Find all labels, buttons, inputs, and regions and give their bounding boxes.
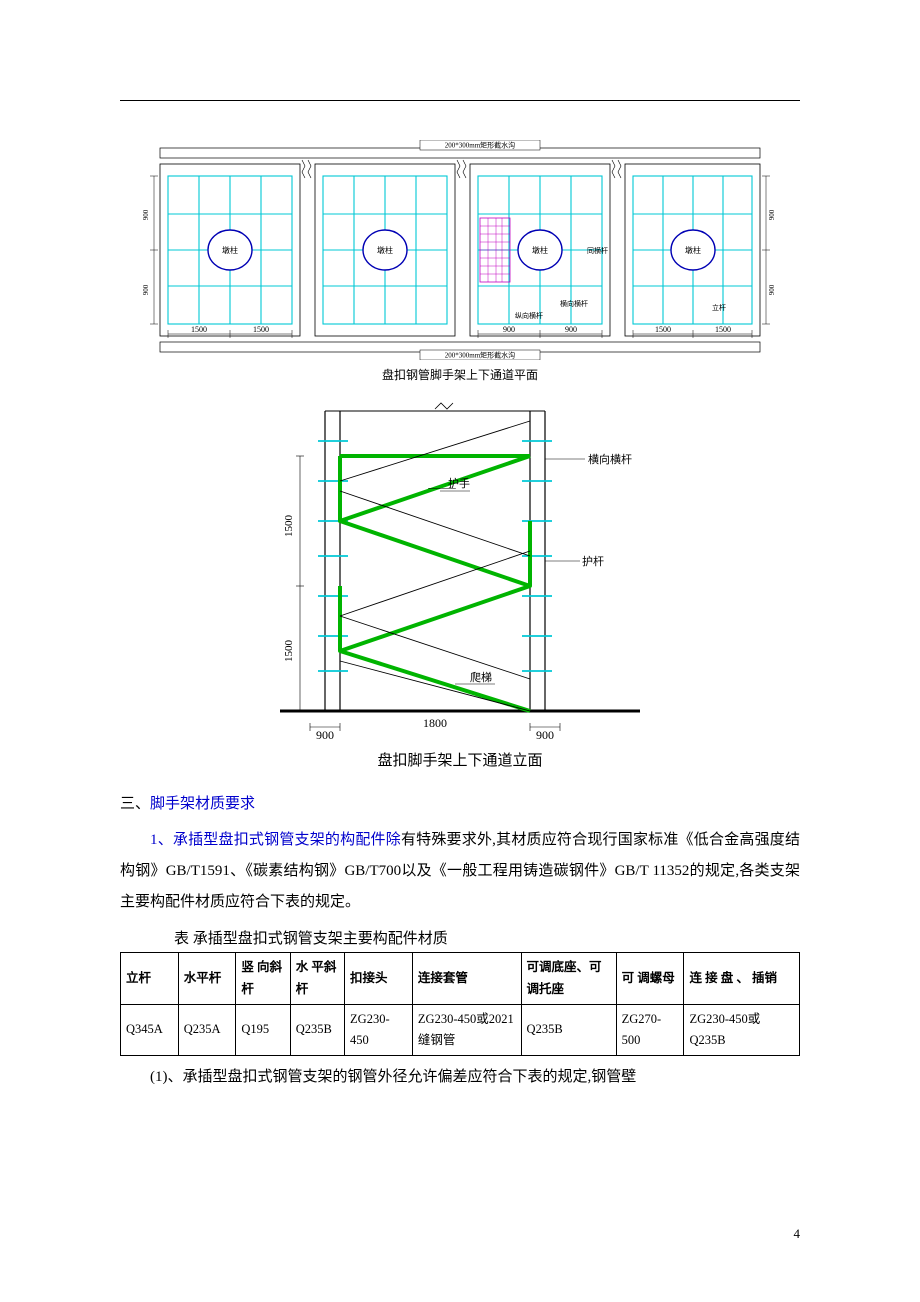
table-header-row: 立杆 水平杆 竖 向斜杆 水 平斜杆 扣接头 连接套管 可调底座、可调托座 可 … [121, 953, 800, 1005]
table-row: Q345A Q235A Q195 Q235B ZG230-450 ZG230-4… [121, 1004, 800, 1056]
page-number: 4 [794, 1226, 801, 1242]
th-2: 竖 向斜杆 [236, 953, 290, 1005]
svg-text:纵向横杆: 纵向横杆 [515, 311, 543, 320]
th-1: 水平杆 [178, 953, 236, 1005]
svg-text:1500: 1500 [715, 325, 731, 334]
svg-text:1500: 1500 [283, 515, 295, 538]
td-0-7: ZG270-500 [616, 1004, 684, 1056]
td-0-6: Q235B [521, 1004, 616, 1056]
td-0-1: Q235A [178, 1004, 236, 1056]
svg-text:爬梯: 爬梯 [470, 671, 492, 684]
paragraph-2: (1)、承插型盘扣式钢管支架的钢管外径允许偏差应符合下表的规定,钢管壁 [120, 1062, 800, 1093]
paragraph-1: 1、承插型盘扣式钢管支架的构配件除有特殊要求外,其材质应符合现行国家标准《低合金… [120, 825, 800, 917]
svg-text:同横杆: 同横杆 [587, 246, 608, 255]
td-0-2: Q195 [236, 1004, 290, 1056]
svg-text:横向横杆: 横向横杆 [560, 299, 588, 308]
th-7: 可 调螺母 [616, 953, 684, 1005]
svg-text:1500: 1500 [283, 640, 295, 663]
material-table: 立杆 水平杆 竖 向斜杆 水 平斜杆 扣接头 连接套管 可调底座、可调托座 可 … [120, 952, 800, 1056]
td-0-8: ZG230-450或Q235B [684, 1004, 800, 1056]
td-0-4: ZG230-450 [345, 1004, 413, 1056]
td-0-0: Q345A [121, 1004, 179, 1056]
section-title: 脚手架材质要求 [150, 796, 255, 812]
table-title: 表 承插型盘扣式钢管支架主要构配件材质 [174, 927, 800, 948]
section-heading: 三、脚手架材质要求 [120, 792, 800, 813]
svg-text:900: 900 [316, 728, 334, 741]
svg-text:900: 900 [536, 728, 554, 741]
svg-text:墩柱: 墩柱 [532, 245, 548, 255]
th-8: 连 接 盘 、 插销 [684, 953, 800, 1005]
svg-text:墩柱: 墩柱 [685, 245, 701, 255]
td-0-3: Q235B [290, 1004, 344, 1056]
th-6: 可调底座、可调托座 [521, 953, 616, 1005]
svg-text:护手: 护手 [448, 476, 470, 490]
th-3: 水 平斜杆 [290, 953, 344, 1005]
th-0: 立杆 [121, 953, 179, 1005]
svg-text:900: 900 [768, 284, 776, 295]
bottom-channel-label: 200*300mm矩形截水沟 [445, 351, 515, 360]
svg-text:墩柱: 墩柱 [377, 245, 393, 255]
td-0-5: ZG230-450或2021缝钢管 [412, 1004, 521, 1056]
svg-text:900: 900 [565, 325, 577, 334]
svg-text:1500: 1500 [191, 325, 207, 334]
top-rule [120, 100, 800, 101]
top-channel-label: 200*300mm矩形截水沟 [445, 141, 515, 150]
svg-text:1500: 1500 [253, 325, 269, 334]
plan-caption: 盘扣钢管脚手架上下通道平面 [120, 366, 800, 383]
svg-text:900: 900 [503, 325, 515, 334]
svg-text:墩柱: 墩柱 [222, 245, 238, 255]
elevation-caption: 盘扣脚手架上下通道立面 [120, 749, 800, 770]
para2-text: (1)、承插型盘扣式钢管支架的钢管外径允许偏差应符合下表的规定,钢管壁 [150, 1069, 636, 1085]
svg-text:900: 900 [142, 209, 150, 220]
para1-lead: 1、承插型盘扣式钢管支架的构配件除 [150, 832, 401, 848]
svg-text:1500: 1500 [655, 325, 671, 334]
th-5: 连接套管 [412, 953, 521, 1005]
svg-text:900: 900 [768, 209, 776, 220]
section-number: 三、 [120, 796, 150, 812]
svg-text:1800: 1800 [423, 716, 447, 730]
svg-text:立杆: 立杆 [712, 303, 726, 312]
svg-text:横向横杆: 横向横杆 [588, 452, 632, 466]
plan-view-diagram: 200*300mm矩形截水沟 200*300mm矩形截水沟 [140, 140, 780, 360]
th-4: 扣接头 [345, 953, 413, 1005]
elevation-diagram: 横向横杆 _____ 护手 护杆 爬梯 1500 1500 900 1800 9… [270, 401, 650, 741]
svg-text:护杆: 护杆 [582, 554, 604, 568]
svg-text:900: 900 [142, 284, 150, 295]
